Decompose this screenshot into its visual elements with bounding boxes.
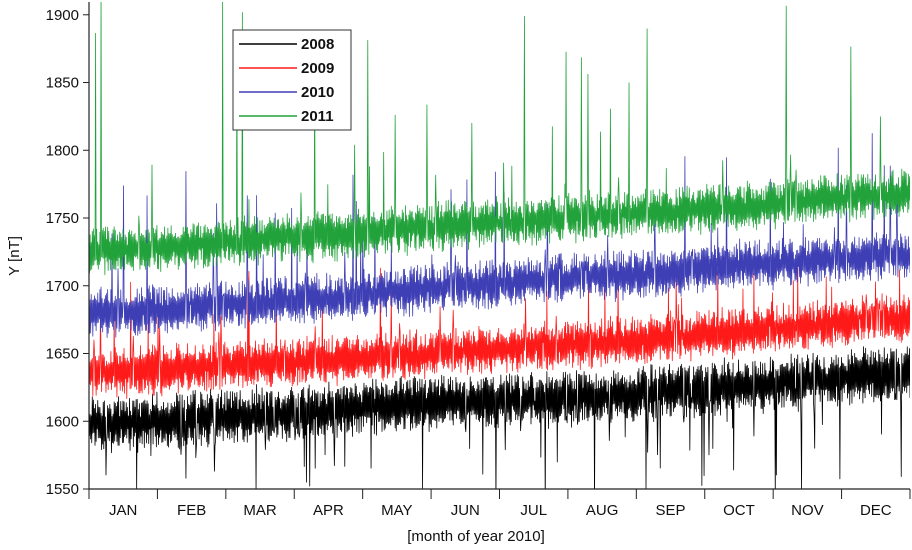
- x-tick-label: FEB: [177, 502, 206, 519]
- x-axis-label: [month of year 2010]: [407, 528, 545, 545]
- y-tick-label: 1750: [46, 210, 79, 227]
- x-tick-label: JAN: [109, 502, 137, 519]
- x-tick-label: APR: [313, 502, 344, 519]
- y-tick-label: 1650: [46, 346, 79, 363]
- x-tick-label: DEC: [860, 502, 892, 519]
- y-tick-label: 1600: [46, 413, 79, 430]
- axes: 1550 1600 1650 1700 1750 1800 1850 1900 JAN FEB MA…: [46, 2, 911, 519]
- series-line-2011: [89, 2, 910, 276]
- x-tick-label: MAR: [243, 502, 277, 519]
- x-tick-label: JUN: [451, 502, 480, 519]
- series-line-2008: [89, 346, 910, 489]
- y-tick-label: 1550: [46, 481, 79, 498]
- legend-label-2008: 2008: [301, 36, 334, 53]
- x-tick-label: NOV: [791, 502, 824, 519]
- y-tick-label: 1800: [46, 142, 79, 159]
- legend-label-2009: 2009: [301, 60, 334, 77]
- y-tick-label: 1700: [46, 278, 79, 295]
- x-tick-label: AUG: [586, 502, 619, 519]
- legend: 2008 2009 2010 2011: [232, 29, 352, 131]
- y-tick-label: 1900: [46, 7, 79, 24]
- x-tick-label: OCT: [723, 502, 755, 519]
- y-axis-label: Y [nT]: [6, 236, 23, 276]
- y-tick-label: 1850: [46, 75, 79, 92]
- x-tick-label: MAY: [381, 502, 412, 519]
- legend-box: [232, 29, 352, 131]
- series-line-2010: [89, 133, 910, 338]
- x-tick-label: SEP: [656, 502, 686, 519]
- legend-label-2010: 2010: [301, 84, 334, 101]
- series-line-2009: [89, 267, 910, 400]
- legend-label-2011: 2011: [301, 108, 334, 125]
- x-tick-label: JUL: [520, 502, 547, 519]
